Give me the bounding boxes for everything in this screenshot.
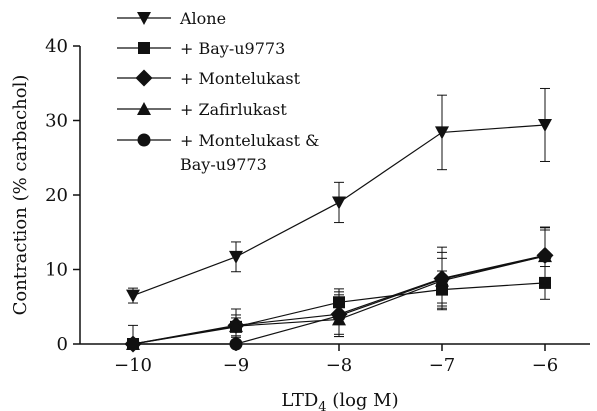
- legend: Alone + Bay-u9773 + Montelukast + Zafirluka…: [117, 9, 319, 174]
- legend-marker: [137, 133, 151, 147]
- data-point: [126, 289, 140, 303]
- legend-item-square: + Bay-u9773: [117, 39, 285, 58]
- x-axis-label: LTD4 (log M): [281, 390, 398, 411]
- legend-marker: [137, 102, 151, 115]
- data-point: [229, 319, 243, 333]
- legend-marker: [135, 69, 153, 87]
- y-tick-label: 10: [45, 260, 68, 281]
- data-point: [435, 126, 449, 140]
- data-point: [229, 337, 243, 351]
- x-tick-label: −8: [326, 355, 353, 376]
- legend-item-circle: + Montelukast & Bay-u9773: [117, 131, 319, 174]
- data-point: [435, 272, 449, 286]
- y-axis-label: Contraction (% carbachol): [10, 75, 31, 316]
- x-tick-label: −9: [223, 355, 250, 376]
- legend-label: + Montelukast: [180, 69, 301, 88]
- x-tick-label: −10: [114, 355, 152, 376]
- series-circle: [126, 227, 552, 351]
- data-point: [332, 196, 346, 210]
- y-tick-label: 30: [45, 111, 68, 132]
- data-point: [538, 249, 552, 263]
- data-point: [332, 309, 346, 323]
- axes: 0 10 20 30 40 −10 −9 −8 −7 −6: [45, 36, 590, 376]
- y-tick-label: 40: [45, 36, 68, 57]
- legend-label: + Bay-u9773: [180, 39, 285, 58]
- legend-label: + Montelukast & Bay-u9773: [180, 131, 319, 174]
- x-tick-label: −6: [532, 355, 559, 376]
- data-point: [229, 250, 243, 264]
- y-tick-label: 20: [45, 185, 68, 206]
- legend-label: + Zafirlukast: [180, 100, 287, 119]
- legend-item-triangle-up: + Zafirlukast: [117, 100, 287, 119]
- series-layer: [124, 87, 554, 353]
- legend-item-diamond: + Montelukast: [117, 69, 301, 88]
- x-tick-label: −7: [429, 355, 456, 376]
- y-tick-label: 0: [57, 334, 68, 355]
- data-point: [538, 118, 552, 132]
- legend-item-triangle-down: Alone: [117, 9, 226, 28]
- legend-label: Alone: [179, 9, 226, 28]
- legend-marker: [138, 42, 150, 54]
- legend-marker: [137, 12, 151, 25]
- data-point: [126, 337, 140, 351]
- series-triangle-down: [126, 87, 552, 304]
